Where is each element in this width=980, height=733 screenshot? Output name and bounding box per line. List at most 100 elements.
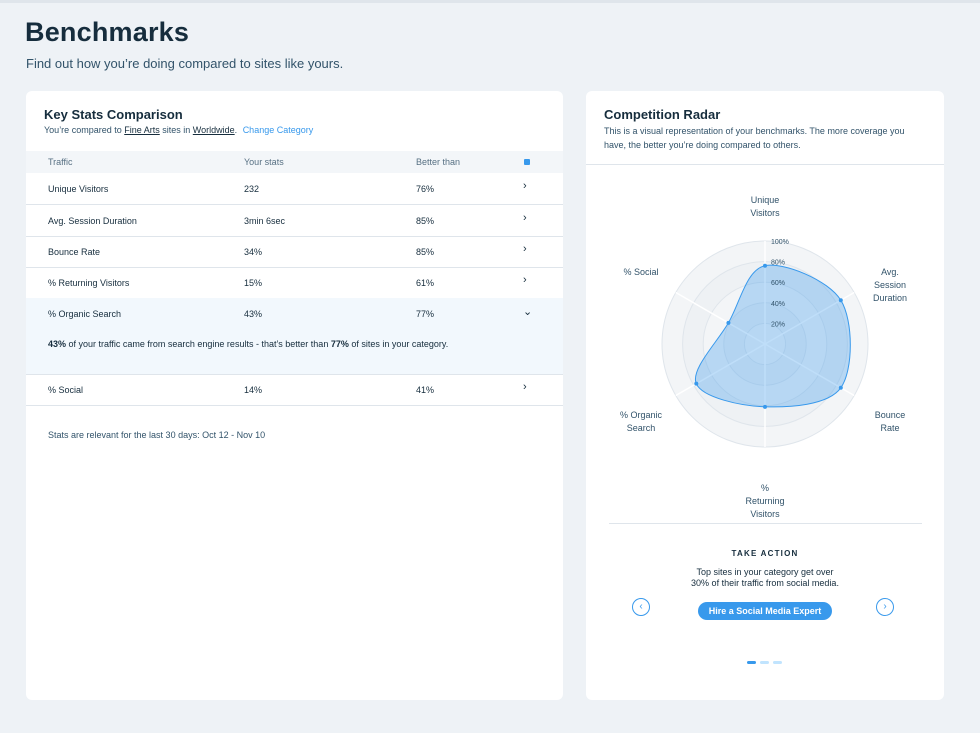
- row-better-than: 85%: [416, 216, 435, 226]
- axis-label-line: %: [760, 483, 769, 493]
- region-name[interactable]: Worldwide: [192, 125, 235, 135]
- table-row-bounce-rate[interactable]: Bounce Rate 34% 85% ›: [26, 236, 563, 268]
- axis-label-line: Rate: [880, 423, 900, 433]
- radar-header-divider: [586, 164, 944, 165]
- axis-label-line: % Organic: [619, 410, 663, 420]
- row-name: % Organic Search: [48, 309, 122, 319]
- competition-radar-card: Competition Radar This is a visual repre…: [586, 91, 944, 700]
- radar-scale-label: 40%: [771, 301, 785, 308]
- radar-scale-label: 100%: [771, 239, 789, 246]
- radar-scale-label: 60%: [771, 280, 785, 287]
- radar-description-line1: This is a visual representation of your …: [604, 126, 905, 136]
- take-action-divider: [609, 523, 922, 524]
- row-better-than: 61%: [416, 278, 435, 288]
- table-row-organic-search[interactable]: % Organic Search 43% 77% ⌄: [26, 298, 563, 329]
- axis-label-line: Avg.: [881, 267, 899, 277]
- axis-label-unique-visitors: Unique Visitors: [735, 194, 795, 220]
- radar-spoke: [675, 291, 766, 345]
- detail-better: 77%: [330, 339, 349, 349]
- radar-description-line2: have, the better you’re doing compared t…: [604, 140, 801, 150]
- axis-label-line: Returning: [745, 496, 785, 506]
- key-stats-card: Key Stats Comparison You’re compared to …: [26, 91, 563, 700]
- row-your-stats: 232: [244, 184, 260, 194]
- radar-spoke: [675, 343, 766, 397]
- row-better-than: 77%: [416, 309, 435, 319]
- radar-title: Competition Radar: [604, 107, 721, 122]
- top-divider: [0, 0, 980, 3]
- axis-label-bounce-rate: Bounce Rate: [860, 409, 920, 435]
- radar-chart: 20% 40% 60% 80% 100%: [661, 239, 869, 448]
- chevron-right-icon[interactable]: ›: [523, 180, 527, 192]
- radar-scale-label: 80%: [771, 260, 785, 267]
- take-action-text-line2: 30% of their traffic from social media.: [691, 578, 839, 588]
- radar-point: [694, 381, 699, 386]
- radar-point: [838, 298, 843, 303]
- radar-description: This is a visual representation of your …: [604, 124, 904, 152]
- axis-label-line: Session: [873, 280, 907, 290]
- previous-arrow-icon[interactable]: ‹: [632, 598, 650, 616]
- axis-label-organic-search: % Organic Search: [611, 409, 671, 435]
- carousel-dot-1[interactable]: [747, 661, 756, 664]
- detail-value: 43%: [48, 339, 67, 349]
- chevron-down-icon[interactable]: ⌄: [523, 306, 533, 318]
- detail-middle-text: of your traffic came from search engine …: [68, 339, 329, 349]
- comparison-description: You’re compared to Fine Arts sites in Wo…: [44, 125, 313, 135]
- chevron-right-icon[interactable]: ›: [523, 274, 527, 286]
- chevron-right-icon[interactable]: ›: [523, 212, 527, 224]
- take-action-text: Top sites in your category get over 30% …: [676, 567, 854, 589]
- radar-point: [838, 385, 843, 390]
- axis-label-avg-session-duration: Avg. Session Duration: [860, 266, 920, 305]
- axis-label-line: Visitors: [750, 509, 780, 519]
- column-header-traffic: Traffic: [48, 157, 73, 167]
- take-action-text-line1: Top sites in your category get over: [696, 567, 834, 577]
- category-name[interactable]: Fine Arts: [124, 125, 160, 135]
- row-your-stats: 43%: [244, 309, 263, 319]
- axis-label-line: % Social: [623, 267, 659, 277]
- radar-point: [726, 320, 731, 325]
- detail-end-text: of sites in your category.: [351, 339, 449, 349]
- axis-label-returning-visitors: % Returning Visitors: [735, 482, 795, 521]
- row-your-stats: 14%: [244, 385, 263, 395]
- legend-square-icon: [524, 159, 530, 165]
- axis-label-line: Duration: [872, 293, 908, 303]
- row-name: % Social: [48, 385, 84, 395]
- chevron-right-icon[interactable]: ›: [523, 243, 527, 255]
- axis-label-line: Search: [626, 423, 656, 433]
- axis-label-line: Bounce: [874, 410, 906, 420]
- carousel-dot-2[interactable]: [760, 661, 769, 664]
- page-title: Benchmarks: [25, 17, 190, 47]
- axis-label-social: % Social: [611, 266, 671, 279]
- chevron-right-icon[interactable]: ›: [523, 381, 527, 393]
- expanded-row-organic-search: % Organic Search 43% 77% ⌄ 43% of your t…: [26, 298, 563, 375]
- row-name: Unique Visitors: [48, 184, 109, 194]
- organic-search-detail: 43% of your traffic came from search eng…: [48, 339, 448, 349]
- change-category-link[interactable]: Change Category: [242, 125, 314, 135]
- table-row-social[interactable]: % Social 14% 41% ›: [26, 374, 563, 406]
- axis-label-line: Visitors: [750, 208, 780, 218]
- table-row-unique-visitors[interactable]: Unique Visitors 232 76% ›: [26, 173, 563, 205]
- carousel-dot-3[interactable]: [773, 661, 782, 664]
- table-row-avg-session-duration[interactable]: Avg. Session Duration 3min 6sec 85% ›: [26, 205, 563, 237]
- carousel-pagination: [747, 651, 786, 669]
- row-better-than: 41%: [416, 385, 435, 395]
- hire-social-media-expert-button[interactable]: Hire a Social Media Expert: [698, 602, 832, 620]
- row-name: Avg. Session Duration: [48, 216, 137, 226]
- sites-in-text: sites in: [162, 125, 191, 135]
- page-subtitle: Find out how you’re doing compared to si…: [26, 56, 344, 71]
- next-arrow-icon[interactable]: ›: [876, 598, 894, 616]
- radar-point: [763, 404, 767, 409]
- row-your-stats: 15%: [244, 278, 263, 288]
- compared-prefix: You’re compared to: [44, 125, 122, 135]
- row-name: Bounce Rate: [48, 247, 101, 257]
- take-action-heading: TAKE ACTION: [731, 549, 799, 558]
- key-stats-title: Key Stats Comparison: [44, 107, 183, 122]
- row-better-than: 85%: [416, 247, 435, 257]
- row-better-than: 76%: [416, 184, 435, 194]
- table-header: Traffic Your stats Better than: [26, 151, 563, 173]
- table-row-returning-visitors[interactable]: % Returning Visitors 15% 61% ›: [26, 267, 563, 299]
- axis-label-line: Unique: [750, 195, 780, 205]
- period-text: .: [234, 125, 238, 135]
- stats-footnote: Stats are relevant for the last 30 days:…: [48, 430, 266, 440]
- row-name: % Returning Visitors: [48, 278, 130, 288]
- column-header-your-stats: Your stats: [244, 157, 284, 167]
